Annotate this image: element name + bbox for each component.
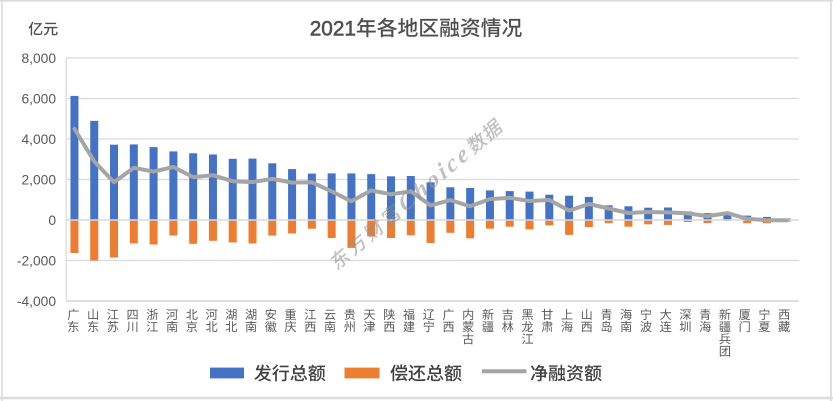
svg-text:2,000: 2,000	[21, 172, 56, 187]
svg-text:2021: 2021	[310, 17, 356, 40]
svg-text:4,000: 4,000	[21, 132, 56, 147]
svg-text:6,000: 6,000	[21, 91, 56, 106]
svg-text:8,000: 8,000	[21, 51, 56, 66]
svg-text:-2,000: -2,000	[17, 253, 56, 268]
svg-text:0: 0	[48, 213, 56, 228]
svg-text:-4,000: -4,000	[17, 294, 56, 309]
